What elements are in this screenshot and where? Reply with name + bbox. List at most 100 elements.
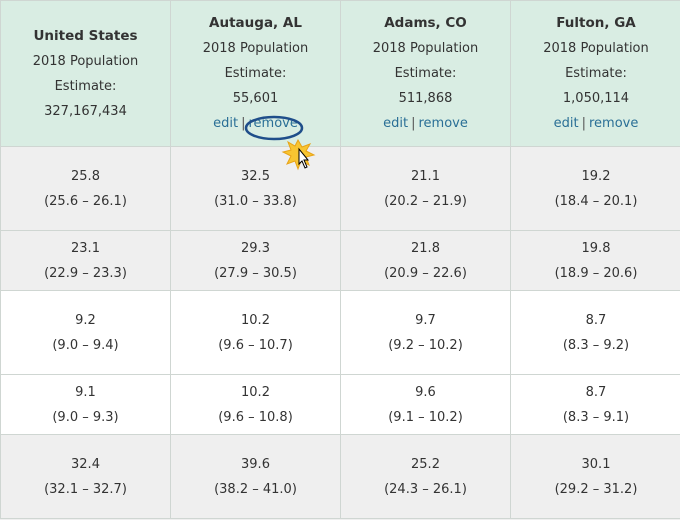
- data-row: 23.1 (22.9 – 23.3) 29.3 (27.9 – 30.5) 21.8 (2…: [0, 230, 680, 291]
- cell-value: 9.1: [75, 384, 96, 400]
- data-cell: 9.1 (9.0 – 9.3): [0, 374, 171, 435]
- data-cell: 19.2 (18.4 – 20.1): [510, 146, 680, 231]
- region-name: Adams, CO: [384, 15, 467, 31]
- region-name: Autauga, AL: [209, 15, 302, 31]
- data-cell: 32.5 (31.0 – 33.8): [170, 146, 341, 231]
- header-cell: Autauga, AL 2018 Population Estimate: 55,60…: [170, 0, 341, 147]
- estimate-label: 2018 Population: [32, 53, 139, 69]
- action-links: edit | remove: [171, 111, 340, 136]
- data-cell: 8.7 (8.3 – 9.2): [510, 290, 680, 375]
- cell-value: 19.2: [581, 168, 611, 184]
- data-cell: 32.4 (32.1 – 32.7): [0, 434, 171, 519]
- cell-value: 9.7: [415, 312, 436, 328]
- cell-value: 39.6: [241, 456, 270, 472]
- header-cell: Adams, CO 2018 Population Estimate: 511,868…: [340, 0, 511, 147]
- cell-interval: (9.6 – 10.8): [218, 409, 293, 425]
- cell-value: 8.7: [585, 312, 607, 328]
- cell-value: 29.3: [241, 240, 270, 256]
- cell-interval: (24.3 – 26.1): [384, 481, 467, 497]
- data-cell: 29.3 (27.9 – 30.5): [170, 230, 341, 291]
- cell-value: 25.8: [71, 168, 100, 184]
- cell-interval: (22.9 – 23.3): [44, 265, 127, 281]
- data-cell: 9.7 (9.2 – 10.2): [340, 290, 511, 375]
- header-row: United States 2018 Population Estimate: 327…: [0, 0, 680, 147]
- action-links: edit | remove: [511, 111, 680, 136]
- header-cell: United States 2018 Population Estimate: 327…: [0, 0, 171, 147]
- data-cell: 10.2 (9.6 – 10.7): [170, 290, 341, 375]
- estimate-label: 2018 Population: [543, 41, 649, 56]
- cell-value: 21.1: [411, 168, 440, 184]
- data-cell: 25.2 (24.3 – 26.1): [340, 434, 511, 519]
- cell-value: 25.2: [411, 456, 440, 472]
- cell-interval: (18.4 – 20.1): [554, 193, 638, 209]
- data-cell: 19.8 (18.9 – 20.6): [510, 230, 680, 291]
- region-name: United States: [33, 27, 138, 44]
- data-row: 9.1 (9.0 – 9.3) 10.2 (9.6 – 10.8) 9.6 (9.1 – …: [0, 374, 680, 435]
- cell-interval: (25.6 – 26.1): [44, 193, 127, 209]
- cell-value: 10.2: [241, 384, 270, 400]
- cell-value: 23.1: [71, 240, 100, 256]
- data-cell: 9.2 (9.0 – 9.4): [0, 290, 171, 375]
- cell-value: 8.7: [585, 384, 607, 400]
- cell-interval: (9.2 – 10.2): [388, 337, 463, 353]
- data-cell: 21.8 (20.9 – 22.6): [340, 230, 511, 291]
- data-cell: 30.1 (29.2 – 31.2): [510, 434, 680, 519]
- cell-interval: (9.6 – 10.7): [218, 337, 293, 353]
- action-links: edit | remove: [341, 111, 510, 136]
- cell-value: 21.8: [411, 240, 440, 256]
- data-row: 25.8 (25.6 – 26.1) 32.5 (31.0 – 33.8) 21.1 (2…: [0, 146, 680, 231]
- cell-interval: (29.2 – 31.2): [554, 481, 638, 497]
- header-cell: Fulton, GA 2018 Population Estimate: 1,050,…: [510, 0, 680, 147]
- cell-interval: (27.9 – 30.5): [214, 265, 297, 281]
- cell-interval: (9.1 – 10.2): [388, 409, 463, 425]
- estimate-label: Estimate:: [565, 66, 627, 81]
- cell-interval: (38.2 – 41.0): [214, 481, 297, 497]
- region-name: Fulton, GA: [556, 15, 636, 31]
- cell-interval: (8.3 – 9.1): [562, 409, 630, 425]
- link-0[interactable]: edit: [383, 116, 409, 131]
- link-1[interactable]: remove: [588, 116, 639, 131]
- data-cell: 39.6 (38.2 – 41.0): [170, 434, 341, 519]
- cell-value: 30.1: [581, 456, 611, 472]
- data-cell: 9.6 (9.1 – 10.2): [340, 374, 511, 435]
- cell-interval: (9.0 – 9.4): [52, 337, 119, 353]
- link-1[interactable]: remove: [418, 116, 468, 131]
- cell-interval: (20.9 – 22.6): [384, 265, 467, 281]
- estimate-label: Estimate:: [224, 66, 287, 81]
- estimate-label: Estimate:: [54, 78, 117, 94]
- cell-value: 9.2: [75, 312, 96, 328]
- population-value: 327,167,434: [44, 103, 127, 119]
- cell-value: 9.6: [415, 384, 436, 400]
- estimate-label: 2018 Population: [372, 41, 479, 56]
- cell-value: 32.4: [71, 456, 100, 472]
- estimate-label: Estimate:: [394, 66, 457, 81]
- data-row: 9.2 (9.0 – 9.4) 10.2 (9.6 – 10.7) 9.7 (9.2 – …: [0, 290, 680, 375]
- cell-interval: (9.0 – 9.3): [52, 409, 119, 425]
- separator: |: [581, 116, 586, 131]
- cell-interval: (20.2 – 21.9): [384, 193, 467, 209]
- cell-value: 10.2: [241, 312, 270, 328]
- cell-interval: (31.0 – 33.8): [214, 193, 297, 209]
- data-cell: 21.1 (20.2 – 21.9): [340, 146, 511, 231]
- population-value: 1,050,114: [562, 91, 630, 106]
- link-0[interactable]: edit: [553, 116, 579, 131]
- cell-value: 19.8: [581, 240, 611, 256]
- estimate-label: 2018 Population: [202, 41, 309, 56]
- link-0[interactable]: edit: [213, 116, 239, 131]
- data-cell: 10.2 (9.6 – 10.8): [170, 374, 341, 435]
- separator: |: [411, 116, 416, 131]
- cell-interval: (32.1 – 32.7): [44, 481, 127, 497]
- link-1[interactable]: remove: [248, 116, 298, 131]
- data-cell: 25.8 (25.6 – 26.1): [0, 146, 171, 231]
- data-cell: 23.1 (22.9 – 23.3): [0, 230, 171, 291]
- cell-value: 32.5: [241, 168, 270, 184]
- population-value: 55,601: [232, 91, 279, 106]
- data-cell: 8.7 (8.3 – 9.1): [510, 374, 680, 435]
- cell-interval: (8.3 – 9.2): [562, 337, 630, 353]
- data-row: 32.4 (32.1 – 32.7) 39.6 (38.2 – 41.0) 25.2 (2…: [0, 434, 680, 519]
- population-value: 511,868: [398, 91, 453, 106]
- cell-interval: (18.9 – 20.6): [554, 265, 638, 281]
- separator: |: [241, 116, 246, 131]
